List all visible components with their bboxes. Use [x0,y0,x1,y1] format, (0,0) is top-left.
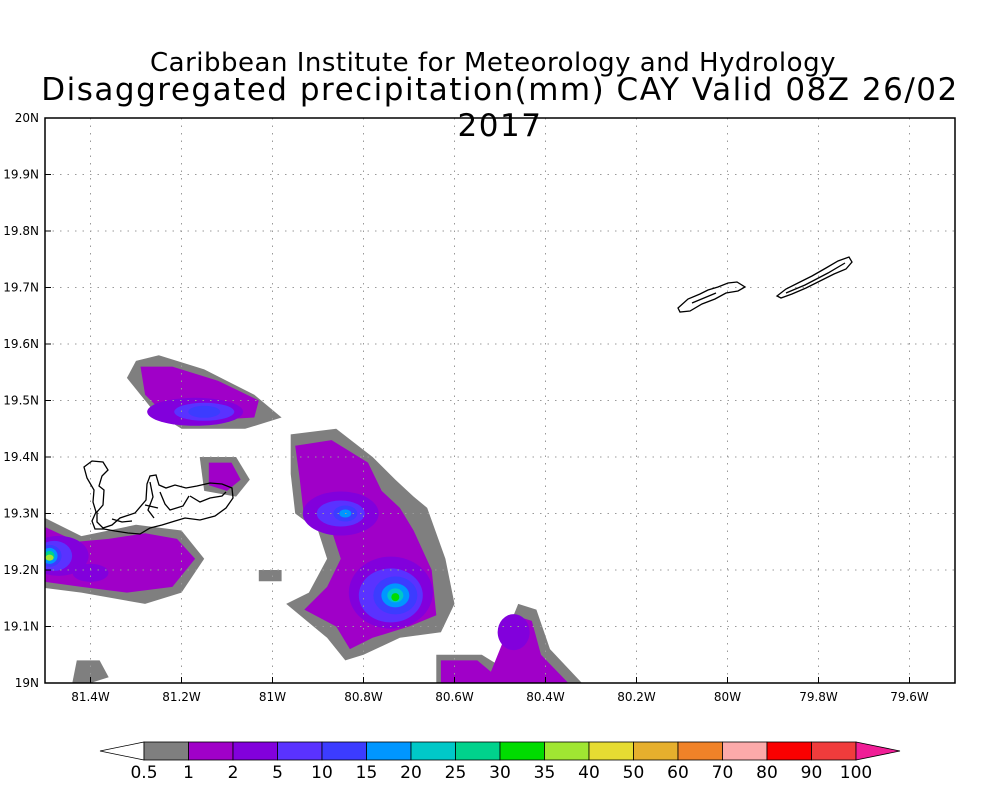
colorbar-swatch [722,741,768,761]
colorbar-swatch [455,741,501,761]
lon-tick-label: 80.8W [344,690,383,704]
little-cayman-coast [677,281,747,313]
coastlines [83,256,853,535]
lat-tick-label: 19.1N [3,620,39,634]
colorbar-lower-arrow [99,741,145,761]
lon-tick-label: 81.4W [71,690,110,704]
colorbar-label: 60 [667,763,689,783]
cayman-brac-inner [785,262,846,294]
title-institute: Caribbean Institute for Meteorology and … [150,48,836,78]
colorbar-label: 1 [183,763,194,783]
colorbar-label: 35 [534,763,556,783]
lat-tick-label: 19.3N [3,507,39,521]
latitude-axis: 19N 19.1N 19.2N 19.3N 19.4N 19.5N 19.6N 19.7N 19… [3,111,51,690]
lat-tick-label: 19.7N [3,281,39,295]
lat-tick-label: 20N [15,111,39,125]
colorbar-swatch [232,741,278,761]
grand-cayman-north-sound [111,481,227,523]
colorbar-label: 15 [356,763,378,783]
colorbar-swatch [766,741,812,761]
lat-tick-label: 19.9N [3,168,39,182]
colorbar-label: 100 [840,763,872,783]
colorbar-swatch [811,741,857,761]
colorbar-label: 90 [801,763,823,783]
lon-tick-label: 79.8W [799,690,838,704]
colorbar-label: 50 [623,763,645,783]
colorbar-swatch [633,741,679,761]
precip-area-0.5mm [72,660,109,683]
title-product: Disaggregated precipitation(mm) CAY Vali… [41,72,959,144]
little-cayman-inner [691,292,717,304]
colorbar-swatch [410,741,456,761]
lon-tick-label: 79.6W [890,690,929,704]
colorbar-swatch [677,741,723,761]
colorbar-label: 30 [489,763,511,783]
colorbar-swatch [321,741,367,761]
colorbar-swatch [588,741,634,761]
precip-area-1mm [440,615,569,683]
colorbar-swatch [277,741,323,761]
precip-area-2mm [497,614,530,651]
cayman-brac-coast [775,256,853,299]
precip-area-30mm [391,593,400,602]
precipitation-field [45,355,582,683]
precip-area-2mm [72,563,109,582]
lon-tick-label: 80W [714,690,741,704]
lon-tick-label: 80.2W [617,690,656,704]
colorbar-swatch [544,741,590,761]
colorbar-label: 10 [311,763,333,783]
lon-tick-label: 81.2W [162,690,201,704]
colorbar-label: 20 [400,763,422,783]
colorbar-swatch [188,741,234,761]
lon-tick-label: 81W [259,690,286,704]
lat-tick-label: 19.8N [3,224,39,238]
colorbar-swatch [499,741,545,761]
lat-tick-label: 19.6N [3,337,39,351]
precip-area-35mm [45,554,54,561]
colorbar-upper-arrow [855,741,901,761]
colorbar-swatch [143,741,189,761]
lat-tick-label: 19.2N [3,563,39,577]
longitude-axis: 81.4W 81.2W 81W 80.8W 80.6W 80.4W 80.2W 80W 79.8… [71,677,929,704]
colorbar-label: 80 [756,763,778,783]
colorbar-label: 0.5 [130,763,157,783]
precip-area-0.5mm [258,570,282,582]
colorbar-label: 25 [445,763,467,783]
grand-cayman-coast [83,460,234,535]
colorbar-label: 70 [712,763,734,783]
graticule [45,117,955,684]
precip-area-10mm [188,405,221,418]
lat-tick-label: 19N [15,676,39,690]
lat-tick-label: 19.4N [3,450,39,464]
colorbar-label: 5 [272,763,283,783]
colorbar-label: 2 [228,763,239,783]
lat-tick-label: 19.5N [3,394,39,408]
colorbar: 0.5 1 2 5 10 15 20 25 30 35 40 50 60 70 80 90 100 [99,741,901,783]
colorbar-label: 40 [578,763,600,783]
lon-tick-label: 80.6W [435,690,474,704]
lon-tick-label: 80.4W [526,690,565,704]
colorbar-swatch [366,741,412,761]
